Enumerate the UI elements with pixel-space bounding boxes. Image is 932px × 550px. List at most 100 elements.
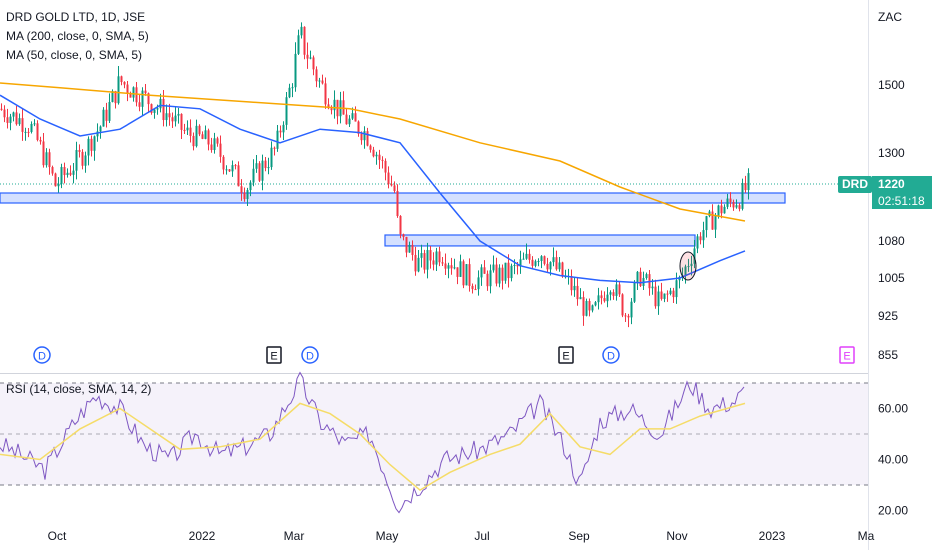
candle	[297, 29, 300, 55]
candle	[588, 298, 591, 317]
candle	[60, 163, 63, 189]
dividend-marker[interactable]: D	[33, 346, 51, 364]
candle	[582, 291, 585, 326]
countdown-tag: 02:51:18	[872, 193, 932, 209]
candle	[732, 199, 735, 211]
candle	[354, 106, 357, 122]
candle	[507, 254, 510, 288]
candle	[423, 249, 426, 274]
earnings-marker[interactable]: E	[266, 346, 282, 364]
candle	[534, 259, 537, 268]
candle	[252, 159, 255, 187]
candle	[258, 161, 261, 183]
legend-ma50: MA (50, close, 0, SMA, 5)	[6, 48, 143, 62]
candle	[78, 144, 81, 158]
candle	[537, 258, 540, 267]
candle	[552, 247, 555, 267]
candle	[738, 203, 741, 212]
candle	[150, 103, 153, 115]
candle	[633, 280, 636, 304]
candle	[411, 240, 414, 261]
candle	[105, 102, 108, 128]
candle	[294, 42, 297, 92]
candle	[390, 175, 393, 187]
candle	[198, 124, 201, 137]
candle	[366, 127, 369, 147]
earnings-marker[interactable]: E	[839, 346, 855, 364]
candle	[666, 290, 669, 302]
candle	[510, 263, 513, 282]
candle	[141, 87, 144, 116]
candle	[282, 121, 285, 140]
candle	[84, 151, 87, 173]
dividend-marker[interactable]: D	[602, 346, 620, 364]
candle	[93, 135, 96, 161]
candle	[288, 83, 291, 99]
symbol-tag: DRD	[838, 176, 872, 193]
candle	[609, 290, 612, 301]
candle	[285, 91, 288, 130]
candle	[348, 115, 351, 128]
candle	[393, 181, 396, 194]
candle	[381, 156, 384, 169]
candle	[378, 149, 381, 170]
candle	[408, 241, 411, 253]
candle	[492, 255, 495, 273]
event-label: D	[306, 351, 314, 363]
candle	[618, 281, 621, 298]
candle	[267, 157, 270, 175]
candle	[696, 234, 699, 254]
candle	[12, 111, 15, 122]
x-tick-label: Oct	[48, 529, 67, 543]
candle	[603, 291, 606, 303]
candle	[540, 255, 543, 269]
candle	[201, 131, 204, 140]
candle	[39, 136, 42, 145]
candle	[369, 144, 372, 153]
candle	[30, 121, 33, 134]
candle	[300, 22, 303, 39]
candle	[438, 246, 441, 267]
candle	[315, 66, 318, 88]
candle	[189, 119, 192, 143]
candle	[57, 177, 60, 193]
candle	[279, 125, 282, 138]
candle	[456, 267, 459, 285]
candle	[324, 77, 327, 109]
candle	[462, 259, 465, 289]
highlight-circle	[679, 251, 697, 281]
dividend-marker[interactable]: D	[301, 346, 319, 364]
candle	[306, 42, 309, 69]
candle	[600, 290, 603, 305]
earnings-marker[interactable]: E	[558, 346, 574, 364]
candle	[474, 284, 477, 291]
candle	[636, 271, 639, 290]
candle	[27, 128, 30, 138]
candle	[69, 165, 72, 177]
candle	[672, 287, 675, 303]
candle	[45, 148, 48, 168]
candle	[675, 272, 678, 304]
candle	[612, 289, 615, 300]
candle	[309, 50, 312, 60]
candle	[207, 128, 210, 151]
candle	[249, 180, 252, 197]
candle	[213, 132, 216, 154]
candle	[726, 193, 729, 210]
candle	[495, 257, 498, 287]
candle	[591, 304, 594, 313]
candle	[168, 103, 171, 126]
candle	[486, 270, 489, 291]
candle	[447, 262, 450, 279]
x-tick-label: Ma	[858, 529, 875, 543]
event-label: D	[38, 351, 46, 363]
candle	[693, 240, 696, 269]
candle	[372, 146, 375, 158]
candle	[24, 127, 27, 141]
event-label: D	[607, 351, 615, 363]
candle	[585, 298, 588, 317]
candle	[402, 233, 405, 241]
candle	[144, 84, 147, 96]
candle	[138, 94, 141, 112]
